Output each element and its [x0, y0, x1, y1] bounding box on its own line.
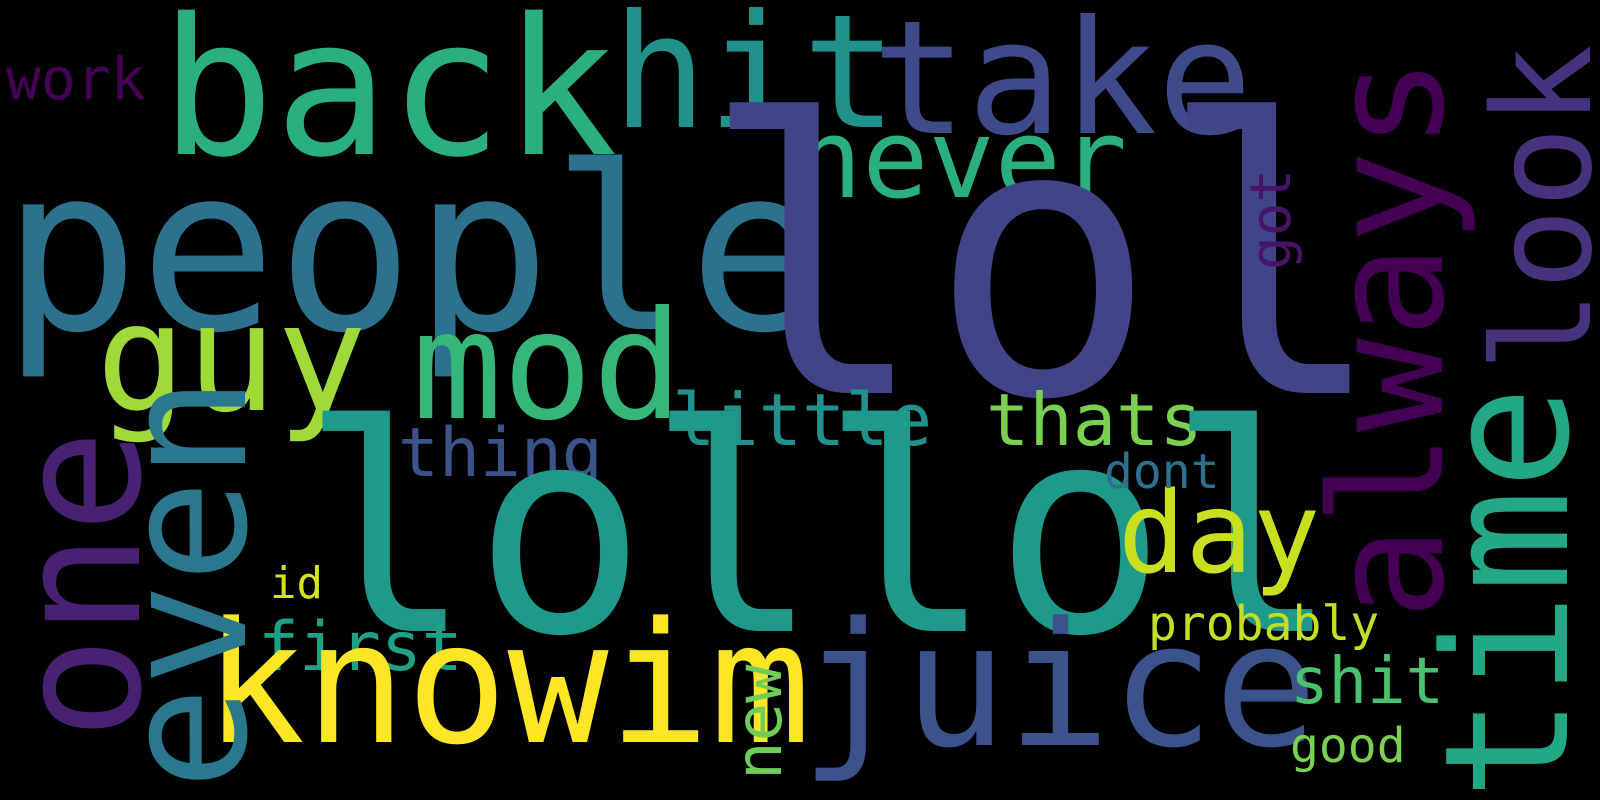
word-probably: probably [1148, 596, 1380, 652]
word-thing: thing [398, 414, 603, 493]
word-time: time [1407, 385, 1600, 800]
word-good: good [1290, 718, 1406, 774]
word-even: even [85, 375, 286, 790]
word-little: little [672, 378, 933, 462]
word-lol: lol [700, 40, 1387, 483]
word-back: back [160, 0, 618, 199]
word-first: first [258, 608, 463, 687]
word-day: day [1118, 469, 1321, 599]
word-juice: juice [800, 585, 1318, 786]
word-new: new [723, 664, 797, 780]
word-knowim: knowim [204, 586, 811, 782]
word-people: people [2, 117, 826, 383]
word-never: never [796, 95, 1128, 223]
word-lollol: lollol [300, 364, 1341, 699]
word-shit: shit [1290, 645, 1445, 719]
word-hit: hit [612, 0, 898, 165]
word-guy: guy [96, 272, 367, 446]
word-thats: thats [986, 378, 1203, 462]
word-id: id [270, 558, 323, 609]
word-got: got [1239, 168, 1304, 270]
word-work: work [6, 45, 146, 113]
word-mod: mod [412, 280, 683, 454]
word-look: look [1465, 44, 1600, 372]
word-dont: dont [1104, 444, 1220, 500]
word-take: take [872, 0, 1253, 171]
